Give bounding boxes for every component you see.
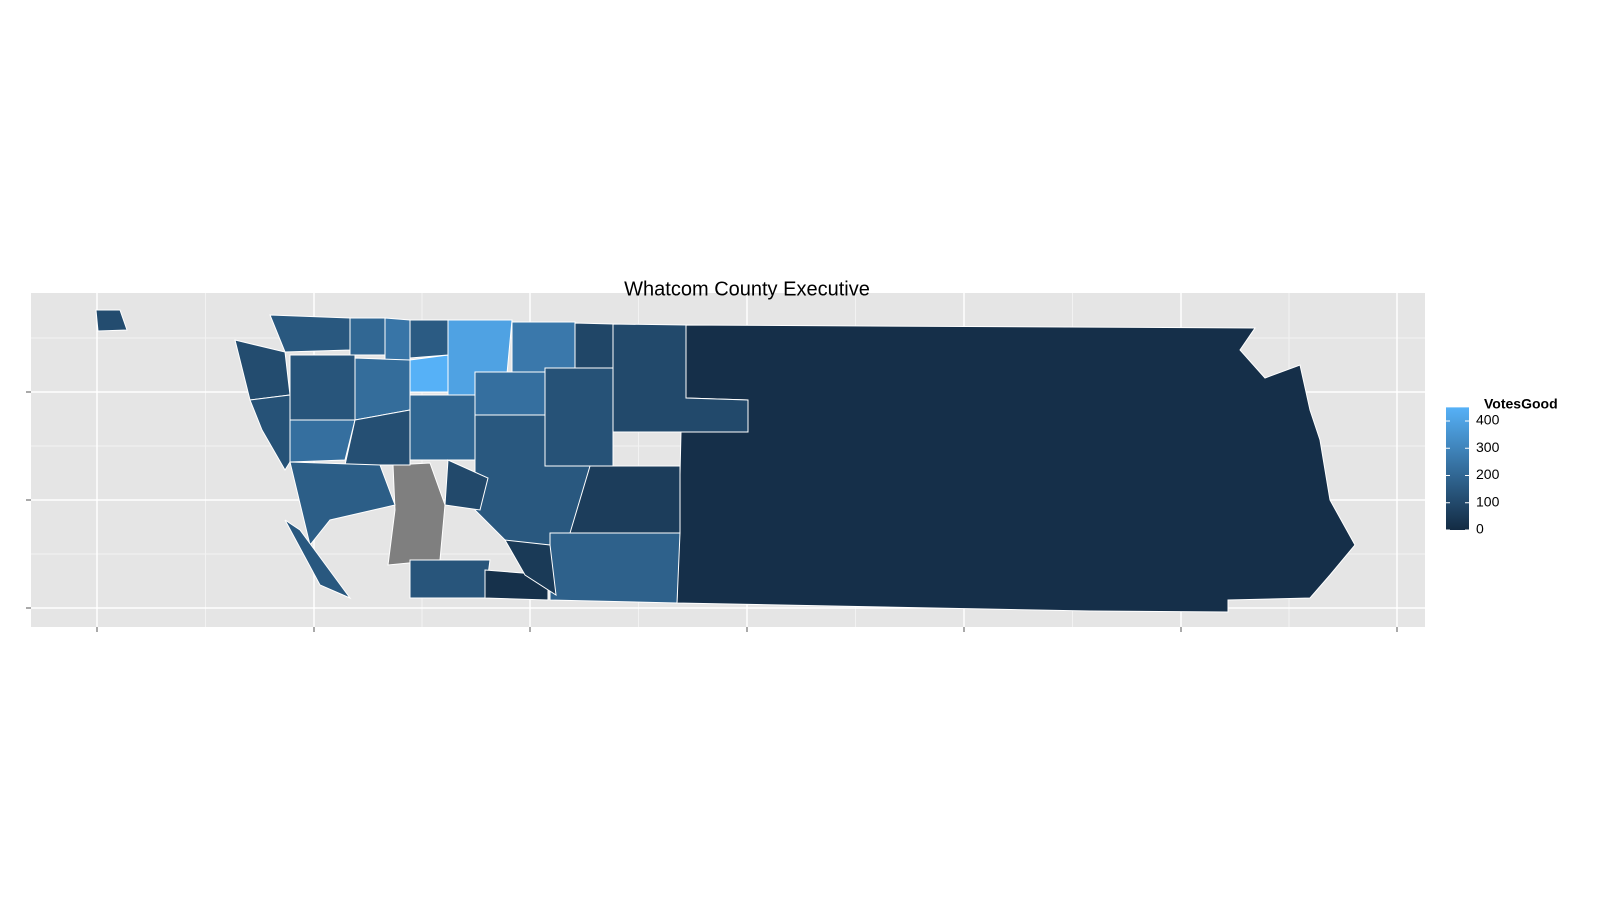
precinct — [249, 394, 291, 471]
map — [95, 309, 1356, 613]
precinct — [384, 317, 411, 361]
precinct — [409, 394, 476, 461]
precinct — [511, 321, 576, 373]
precinct — [284, 519, 352, 600]
precinct — [474, 414, 591, 582]
precinct — [344, 409, 411, 466]
precinct — [544, 367, 614, 467]
precinct — [676, 324, 1356, 613]
precinct — [444, 459, 489, 511]
precinct — [474, 371, 546, 416]
legend-tick-label: 200 — [1476, 466, 1500, 482]
precinct — [409, 559, 491, 599]
legend-tick-label: 300 — [1476, 439, 1500, 455]
legend-title: VotesGood — [1484, 396, 1558, 412]
precinct — [289, 354, 356, 421]
precinct — [409, 354, 449, 393]
precinct — [349, 317, 386, 356]
chart-title: Whatcom County Executive — [624, 278, 870, 300]
precinct — [354, 357, 411, 421]
precinct — [504, 539, 557, 596]
precinct — [549, 532, 681, 604]
precinct — [574, 322, 614, 369]
precinct — [409, 319, 449, 359]
legend: 0 100 200 300 400 — [1446, 407, 1500, 537]
precinct — [289, 461, 396, 547]
precinct — [95, 309, 128, 332]
colorbar — [1446, 407, 1469, 530]
legend-tick-label: 0 — [1476, 521, 1484, 537]
legend-tick-label: 400 — [1476, 412, 1500, 428]
legend-tick-label: 100 — [1476, 493, 1500, 509]
precinct — [289, 419, 356, 463]
